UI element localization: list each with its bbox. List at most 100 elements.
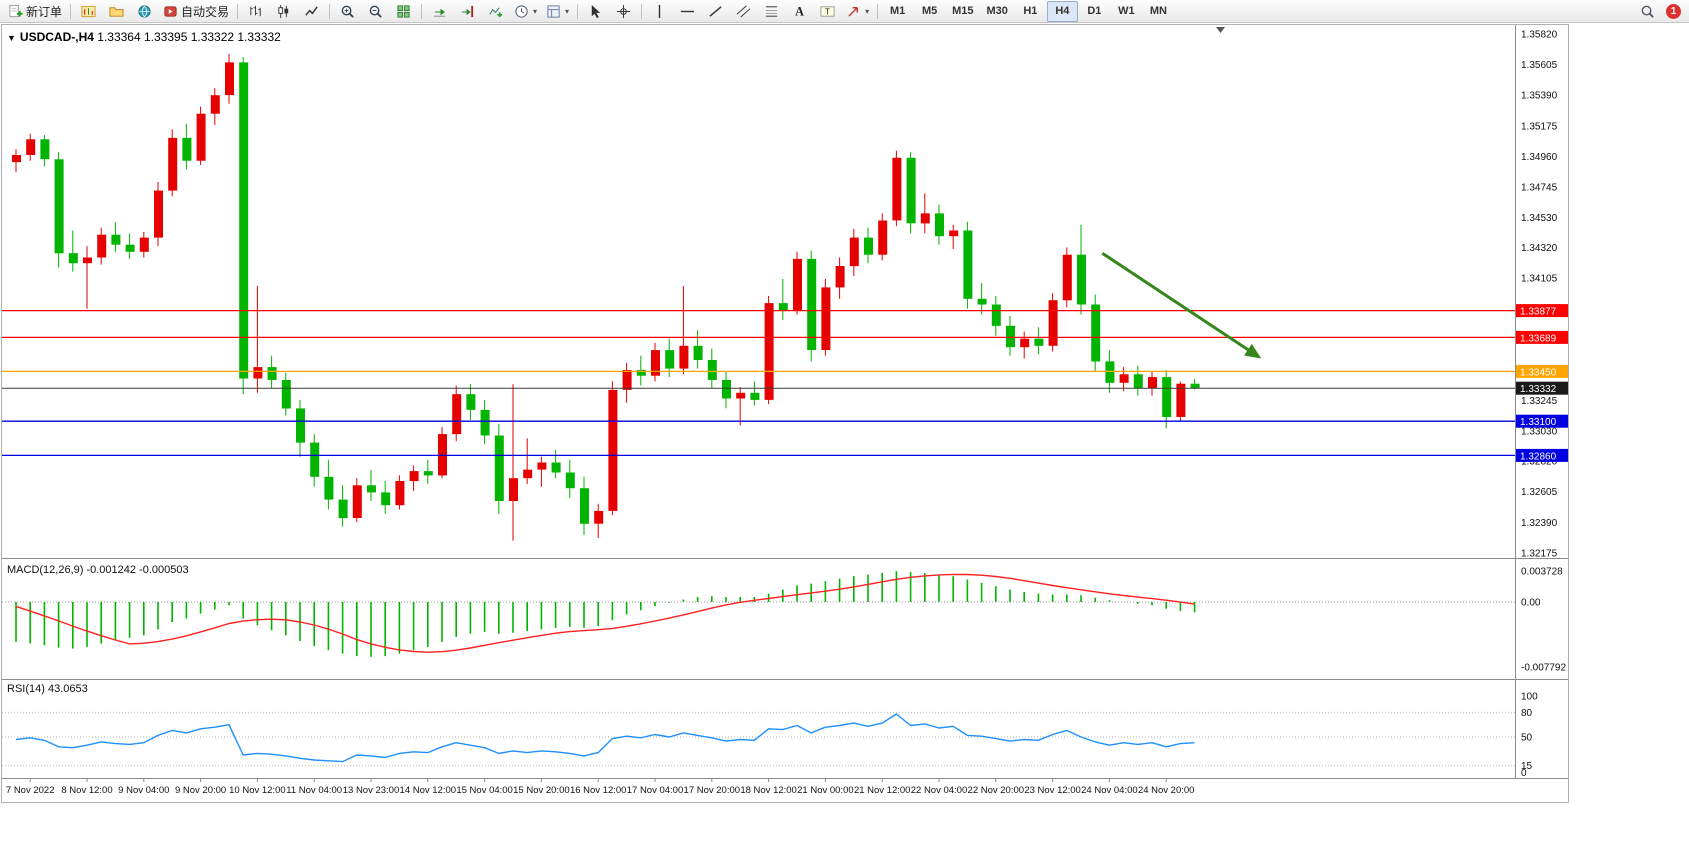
periods-dropdown[interactable]: ▾ bbox=[510, 1, 541, 22]
zoom-out-button[interactable] bbox=[362, 1, 389, 22]
horizontal-line-button[interactable] bbox=[674, 1, 701, 22]
text-button[interactable]: A bbox=[786, 1, 813, 22]
one-click-trading-toggle[interactable]: ▼ bbox=[7, 33, 16, 43]
fibonacci-button[interactable] bbox=[758, 1, 785, 22]
price-chart[interactable]: MACD(12,26,9) -0.001242 -0.000503 RSI(14)… bbox=[2, 25, 1568, 802]
svg-text:15 Nov 04:00: 15 Nov 04:00 bbox=[456, 785, 513, 796]
timeframe-h1-button[interactable]: H1 bbox=[1023, 5, 1038, 17]
search-button[interactable] bbox=[1634, 1, 1661, 22]
vertical-line-icon bbox=[658, 4, 661, 18]
toolbar: 新订单 自动交易 ▾ ▾ A T ▾ M1 M5 M15 M30 H1 H4 D1 W1 MN 1 bbox=[0, 0, 1689, 23]
cursor-icon bbox=[591, 4, 601, 18]
svg-text:-0.007792: -0.007792 bbox=[1521, 662, 1566, 673]
svg-text:1.32390: 1.32390 bbox=[1521, 518, 1558, 529]
svg-text:9 Nov 20:00: 9 Nov 20:00 bbox=[175, 785, 226, 796]
channel-button[interactable] bbox=[730, 1, 757, 22]
chart-symbol-period: USDCAD-,H4 bbox=[19, 30, 94, 44]
channel-icon bbox=[736, 5, 751, 17]
community-button[interactable] bbox=[131, 1, 158, 22]
chart-shift-marker[interactable] bbox=[1216, 27, 1225, 33]
text-icon: A bbox=[795, 4, 804, 18]
horizontal-line-icon bbox=[681, 10, 695, 12]
svg-text:17 Nov 20:00: 17 Nov 20:00 bbox=[684, 785, 741, 796]
chart-shift-icon bbox=[461, 5, 474, 17]
notification-badge[interactable]: 1 bbox=[1666, 3, 1681, 19]
zoom-in-button[interactable] bbox=[334, 1, 361, 22]
svg-text:9 Nov 04:00: 9 Nov 04:00 bbox=[118, 785, 169, 796]
crosshair-button[interactable] bbox=[610, 1, 637, 22]
svg-text:1.35820: 1.35820 bbox=[1521, 30, 1558, 41]
tile-windows-button[interactable] bbox=[390, 1, 417, 22]
chart-shift-button[interactable] bbox=[454, 1, 481, 22]
timeframe-m30-button[interactable]: M30 bbox=[986, 5, 1008, 17]
toolbar-separator bbox=[577, 3, 579, 19]
timeframe-m5-button[interactable]: M5 bbox=[921, 5, 938, 17]
line-chart-button[interactable] bbox=[298, 1, 325, 22]
svg-text:23 Nov 12:00: 23 Nov 12:00 bbox=[1024, 785, 1081, 796]
svg-text:14 Nov 12:00: 14 Nov 12:00 bbox=[400, 785, 457, 796]
svg-text:1.33450: 1.33450 bbox=[1520, 367, 1557, 378]
bar-chart-button[interactable] bbox=[242, 1, 269, 22]
svg-text:1.33245: 1.33245 bbox=[1521, 396, 1558, 407]
new-chart-button[interactable] bbox=[75, 1, 102, 22]
autotrading-button[interactable]: 自动交易 bbox=[159, 1, 233, 22]
svg-text:1.33332: 1.33332 bbox=[1520, 384, 1557, 395]
svg-text:1.32605: 1.32605 bbox=[1521, 487, 1558, 498]
svg-text:1.34745: 1.34745 bbox=[1521, 183, 1558, 194]
profiles-icon bbox=[109, 6, 124, 17]
candlestick-chart-button[interactable] bbox=[270, 1, 297, 22]
svg-text:15 Nov 20:00: 15 Nov 20:00 bbox=[513, 785, 570, 796]
price-tag: 1.33100 bbox=[1516, 414, 1568, 428]
chart-info-overlay: ▼ USDCAD-,H4 1.33364 1.33395 1.33322 1.33… bbox=[7, 30, 281, 44]
svg-text:1.35390: 1.35390 bbox=[1521, 91, 1558, 102]
toolbar-separator bbox=[329, 3, 331, 19]
svg-text:16 Nov 12:00: 16 Nov 12:00 bbox=[570, 785, 627, 796]
price-axis[interactable]: 1.35820 1.35605 1.35390 1.35175 1.34960 1.347… bbox=[1516, 30, 1568, 780]
text-label-button[interactable]: T bbox=[814, 1, 841, 22]
indicators-button[interactable] bbox=[482, 1, 509, 22]
svg-text:1.33877: 1.33877 bbox=[1520, 307, 1557, 318]
timeframe-m15-button[interactable]: M15 bbox=[952, 5, 974, 17]
auto-scroll-button[interactable] bbox=[426, 1, 453, 22]
svg-text:1.35605: 1.35605 bbox=[1521, 60, 1558, 71]
svg-text:A: A bbox=[795, 4, 804, 18]
svg-text:80: 80 bbox=[1521, 708, 1533, 719]
svg-text:22 Nov 04:00: 22 Nov 04:00 bbox=[911, 785, 968, 796]
community-icon bbox=[138, 4, 151, 18]
chart-window: MACD(12,26,9) -0.001242 -0.000503 RSI(14)… bbox=[1, 24, 1569, 803]
new-order-button[interactable]: 新订单 bbox=[4, 1, 66, 22]
timeframe-d1-button[interactable]: D1 bbox=[1087, 5, 1102, 17]
time-axis[interactable]: 7 Nov 2022 8 Nov 12:00 9 Nov 04:00 9 Nov 20… bbox=[6, 778, 1195, 797]
timeframe-m1-button[interactable]: M1 bbox=[889, 5, 906, 17]
price-tag: 1.33450 bbox=[1516, 364, 1568, 378]
cursor-button[interactable] bbox=[582, 1, 609, 22]
svg-text:21 Nov 12:00: 21 Nov 12:00 bbox=[854, 785, 911, 796]
candlestick-series bbox=[12, 53, 1200, 541]
svg-text:50: 50 bbox=[1521, 733, 1533, 744]
profiles-button[interactable] bbox=[103, 1, 130, 22]
svg-text:21 Nov 00:00: 21 Nov 00:00 bbox=[797, 785, 854, 796]
price-tag: 1.33332 bbox=[1516, 381, 1568, 395]
new-order-icon bbox=[9, 4, 23, 17]
chevron-down-icon: ▾ bbox=[565, 6, 570, 16]
svg-text:1.35175: 1.35175 bbox=[1521, 121, 1558, 132]
trendline-button[interactable] bbox=[702, 1, 729, 22]
svg-text:18 Nov 12:00: 18 Nov 12:00 bbox=[740, 785, 797, 796]
auto-scroll-icon bbox=[433, 8, 446, 17]
templates-dropdown[interactable]: ▾ bbox=[542, 1, 573, 22]
toolbar-separator bbox=[877, 3, 879, 19]
chevron-down-icon: ▾ bbox=[865, 6, 870, 16]
svg-text:24 Nov 04:00: 24 Nov 04:00 bbox=[1081, 785, 1138, 796]
timeframe-mn-button[interactable]: MN bbox=[1149, 5, 1167, 17]
timeframe-w1-button[interactable]: W1 bbox=[1118, 5, 1135, 17]
chart-ohlc-values: 1.33364 1.33395 1.33322 1.33332 bbox=[97, 30, 281, 44]
svg-text:10 Nov 12:00: 10 Nov 12:00 bbox=[229, 785, 286, 796]
chevron-down-icon: ▾ bbox=[533, 6, 538, 16]
rsi-label: RSI(14) 43.0653 bbox=[7, 683, 88, 695]
toolbar-separator bbox=[641, 3, 643, 19]
arrows-dropdown[interactable]: ▾ bbox=[842, 1, 873, 22]
vertical-line-button[interactable] bbox=[646, 1, 673, 22]
timeframe-h4-button[interactable]: H4 bbox=[1046, 0, 1078, 22]
trend-arrow-annotation[interactable] bbox=[1101, 251, 1262, 359]
svg-text:13 Nov 23:00: 13 Nov 23:00 bbox=[343, 785, 400, 796]
